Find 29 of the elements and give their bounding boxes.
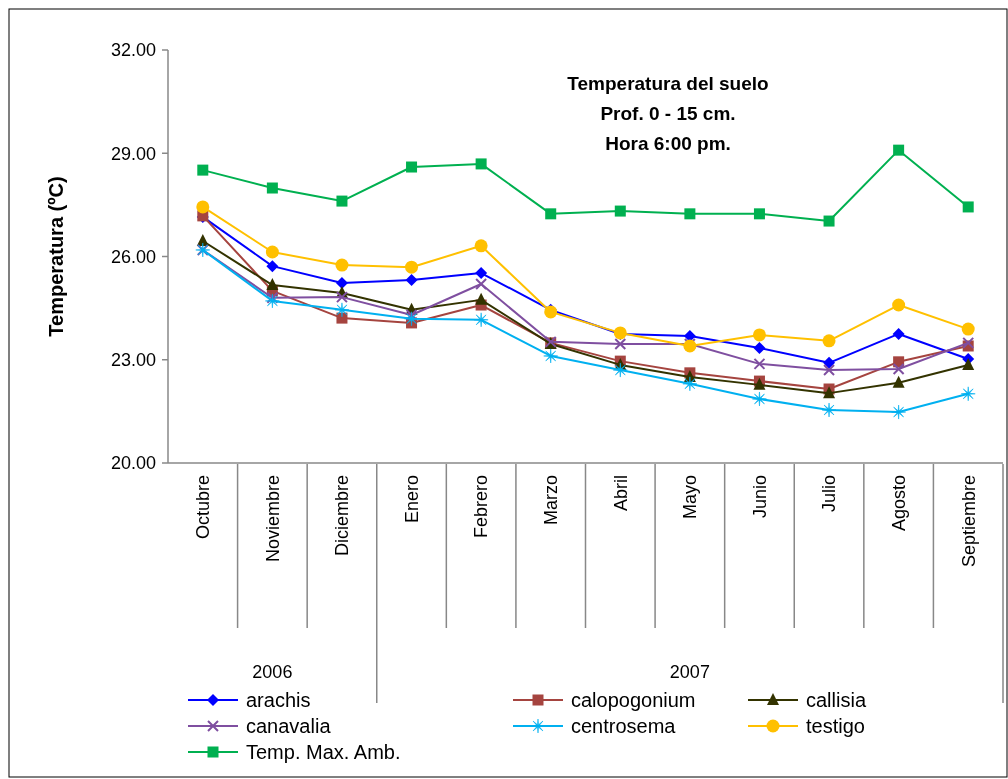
legend-label: Temp. Max. Amb. xyxy=(246,741,401,763)
legend-label: arachis xyxy=(246,689,311,711)
x-tick-label: Febrero xyxy=(471,475,492,539)
x-tick-label: Junio xyxy=(749,475,770,519)
x-tick-label: Noviembre xyxy=(262,475,283,563)
legend-label: centrosema xyxy=(571,715,677,737)
x-tick-label: Octubre xyxy=(193,475,214,540)
y-tick-label: 29.00 xyxy=(110,143,156,164)
x-tick-label: Diciembre xyxy=(332,475,353,557)
y-axis-title: Temperatura (ºC) xyxy=(45,176,67,337)
legend-label: calopogonium xyxy=(571,689,696,711)
x-tick-label: Mayo xyxy=(680,475,701,520)
x-tick-label: Marzo xyxy=(541,475,562,526)
x-tick-label: Julio xyxy=(819,475,840,513)
x-tick-label: Abril xyxy=(610,475,631,512)
y-tick-label: 26.00 xyxy=(110,246,156,267)
text: Prof. 0 - 15 cm. Hora 6:00 pm. xyxy=(600,103,736,154)
text: 2007 xyxy=(669,662,710,682)
legend-label: testigo xyxy=(806,715,865,737)
x-tick-label: Septiembre xyxy=(958,475,979,568)
legend-label: canavalia xyxy=(246,715,332,737)
x-tick-label: Agosto xyxy=(888,475,909,532)
y-tick-label: 20.00 xyxy=(110,453,156,474)
text: 2006 xyxy=(252,662,293,682)
y-tick-label: 23.00 xyxy=(110,350,156,371)
x-tick-label: Enero xyxy=(401,475,422,524)
legend-label: callisia xyxy=(806,689,867,711)
text: Temperatura del suelo xyxy=(567,73,769,94)
y-tick-label: 32.00 xyxy=(110,40,156,61)
